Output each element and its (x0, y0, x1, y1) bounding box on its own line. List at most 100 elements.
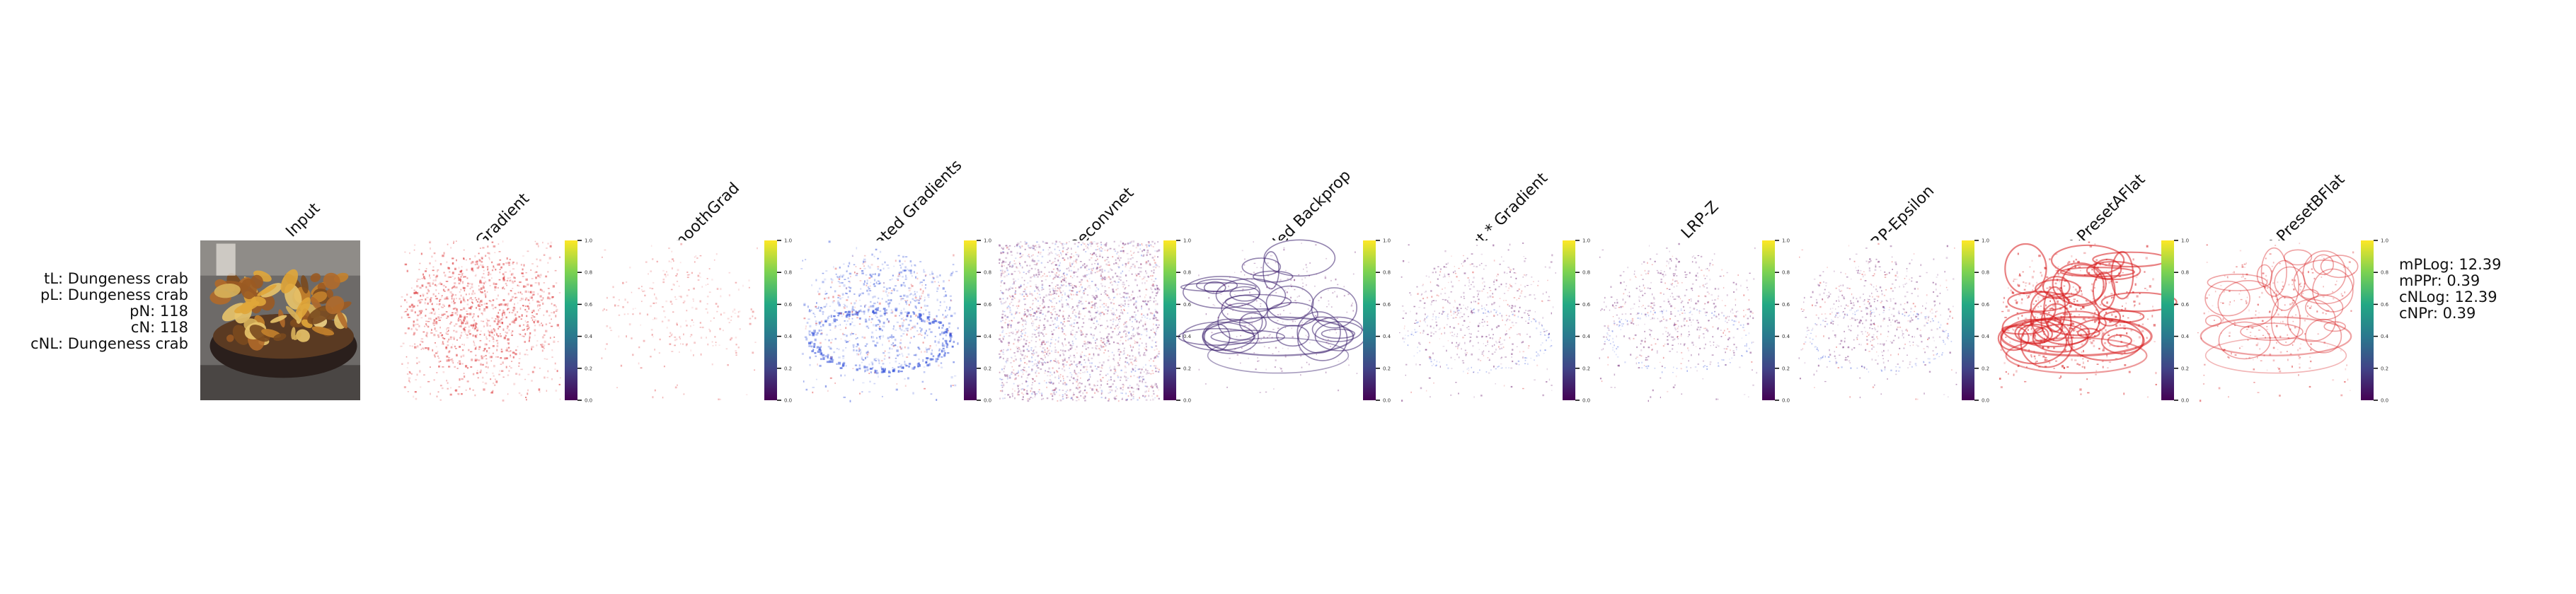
panel-3-dot (882, 330, 883, 332)
panel-4-dot (1125, 380, 1127, 382)
panel-5-dot (1306, 335, 1307, 337)
panel-1-dot (546, 377, 548, 378)
panel-3-dot (891, 344, 892, 346)
panel-4-dot (1062, 248, 1064, 250)
panel-4-dot (1128, 305, 1129, 307)
panel-1-dot (556, 309, 558, 311)
panel-3-dot (942, 344, 945, 347)
panel-1-dot (436, 298, 438, 299)
panel-3-dot (817, 363, 818, 366)
panel-4-dot (1007, 298, 1008, 300)
panel-1-dot (489, 340, 490, 342)
panel-4-dot (1000, 390, 1001, 392)
panel-2-dot (735, 337, 737, 339)
panel-1-dot (444, 272, 445, 274)
panel-4-dot (1144, 250, 1145, 251)
panel-4-dot (1115, 386, 1117, 388)
panel-4-dot (1006, 362, 1007, 363)
panel-5-dot (1221, 294, 1222, 295)
panel-1-dot (478, 298, 480, 300)
panel-3-dot (917, 322, 919, 325)
panel-4-dot (1019, 262, 1020, 263)
panel-3-dot (809, 310, 811, 313)
panel-3-dot (873, 367, 874, 369)
panel-1-dot (516, 262, 517, 264)
panel-4-dot (1030, 397, 1031, 398)
panel-1-dot (484, 348, 485, 350)
panel-4-dot (1096, 287, 1098, 289)
panel-4-dot (1071, 363, 1072, 365)
panel-3-dot (917, 278, 919, 280)
panel-5-dot (1275, 272, 1277, 273)
panel-3-dot (882, 396, 883, 397)
panel-3-dot (816, 302, 817, 304)
panel-4-dot (1093, 323, 1095, 325)
panel-4-dot (1066, 243, 1067, 245)
panel-3-dot (938, 365, 939, 367)
panel-4-dot (1073, 395, 1074, 396)
panel-4-dot (1137, 284, 1138, 286)
panel-4-dot (1038, 252, 1040, 253)
panel-4-dot (1094, 305, 1096, 307)
panel-3-dot (815, 323, 817, 325)
panel-3-dot (898, 371, 900, 373)
panel-3-dot (868, 391, 870, 392)
panel-4-dot (1044, 355, 1045, 356)
panel-4-dot (1028, 361, 1030, 363)
panel-2-dot (694, 342, 696, 344)
panel-1-dot (490, 378, 491, 380)
panel-5-dot (1352, 320, 1353, 321)
panel-4-dot (1033, 397, 1034, 399)
panel-4-dot (1076, 322, 1079, 323)
panel-1-dot (422, 342, 424, 343)
panel-4-dot (999, 259, 1001, 261)
panel-1-dot (546, 390, 548, 392)
panel-4-dot (1144, 347, 1146, 349)
panel-4-dot (1022, 388, 1023, 390)
panel-4-dot (1069, 262, 1071, 264)
panel-4-dot (1149, 243, 1150, 244)
panel-4-dot (1108, 276, 1110, 278)
panel-3-dot (809, 325, 811, 327)
panel-3-dot (907, 300, 908, 301)
panel-4-dot (1135, 365, 1137, 366)
panel-4-dot (1012, 305, 1013, 306)
panel-1-dot (493, 267, 495, 268)
panel-1-dot (526, 349, 528, 351)
panel-1-dot (551, 349, 553, 351)
panel-5-dot (1235, 348, 1236, 349)
panel-2-dot (720, 288, 721, 290)
panel-4-dot (1153, 318, 1155, 320)
panel-1-dot (460, 334, 461, 337)
panel-4-dot (1136, 247, 1137, 249)
panel-4-dot (1052, 289, 1054, 291)
panel-4-dot (1119, 279, 1120, 280)
panel-1-dot (464, 375, 465, 378)
panel-3-dot (953, 341, 955, 343)
panel-3-dot (905, 276, 907, 279)
panel-4-dot (1086, 245, 1087, 247)
panel-4-dot (1012, 284, 1013, 285)
panel-4-dot (1065, 344, 1066, 346)
panel-4-dot (1120, 370, 1122, 371)
panel-4-dot (1150, 386, 1151, 388)
panel-3-dot (820, 330, 822, 331)
panel-4-dot (1129, 332, 1130, 333)
panel-4-dot (1080, 330, 1081, 331)
panel-4-dot (1004, 302, 1006, 303)
panel-4-dot (1083, 243, 1085, 245)
panel-4-dot (1066, 303, 1068, 304)
panel-4-dot (1025, 332, 1026, 334)
panel-4-dot (1064, 292, 1066, 293)
panel-4-dot (1086, 368, 1088, 371)
panel-1-dot (455, 294, 456, 296)
panel-4-dot (1145, 369, 1146, 371)
panel-4-dot (1103, 352, 1105, 354)
panel-4-dot (1129, 267, 1131, 269)
panel-5-dot (1254, 263, 1256, 264)
panel-4-dot (1158, 353, 1160, 355)
panel-3-dot (856, 346, 858, 347)
panel-4-dot (1041, 392, 1042, 394)
panel-3-dot (931, 271, 933, 273)
panel-1-dot (472, 317, 473, 319)
